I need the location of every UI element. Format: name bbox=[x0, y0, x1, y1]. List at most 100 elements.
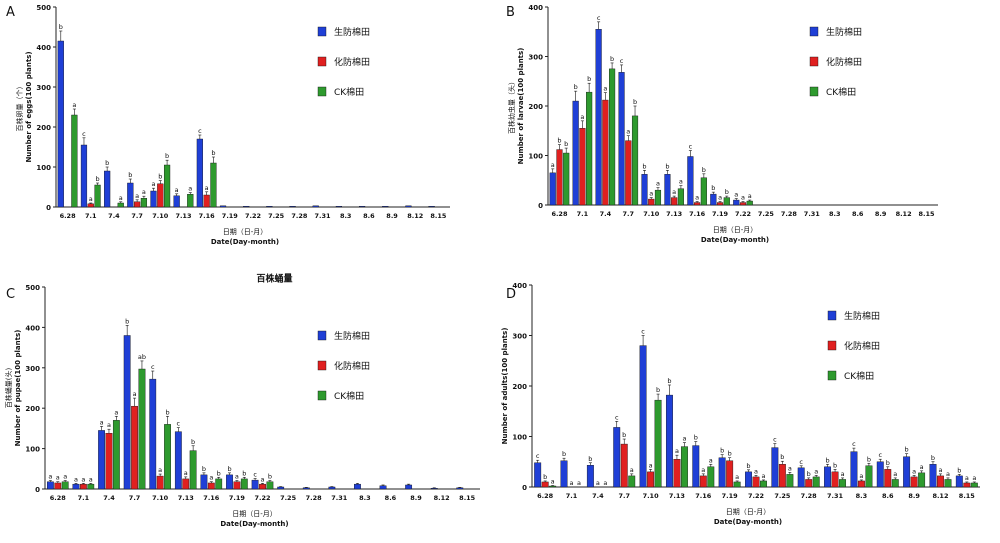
sig-letter-d: a bbox=[841, 470, 845, 478]
legend-swatch-d-2 bbox=[827, 370, 837, 381]
bar-d-s0-9 bbox=[771, 447, 779, 488]
x-axis-label-cn-b: 日期（日-月） bbox=[713, 226, 758, 234]
x-tick-label-d: 7.4 bbox=[592, 492, 604, 500]
sig-letter-c: b bbox=[217, 469, 221, 477]
x-tick-label-b: 8.6 bbox=[852, 210, 864, 218]
x-tick-label-b: 7.28 bbox=[781, 210, 798, 218]
sig-letter-d: b bbox=[867, 455, 871, 463]
chart-a: A 0 100 200 300 400 500 百株卵量（个） Number of eggs(1… bbox=[6, 4, 450, 246]
bar-d-s0-6 bbox=[692, 445, 700, 488]
x-tick-label-b: 8.15 bbox=[919, 210, 936, 218]
sig-letter-a: b bbox=[59, 23, 63, 31]
x-tick-label-d: 7.7 bbox=[618, 492, 630, 500]
sig-letter-c: b bbox=[165, 408, 169, 416]
bar-c-s0-15 bbox=[430, 487, 438, 490]
chart-b: B 0 100 200 300 400 百株幼虫量（头） Number of larvae(1… bbox=[506, 4, 938, 244]
bar-c-s2-7 bbox=[240, 478, 248, 490]
bar-a-s2-3 bbox=[140, 197, 148, 208]
x-tick-label-c: 7.7 bbox=[129, 494, 141, 502]
sig-letter-a: a bbox=[72, 101, 76, 109]
sig-letter-b: a bbox=[551, 161, 555, 169]
bar-d-s2-13 bbox=[891, 479, 899, 488]
x-tick-label-c: 8.12 bbox=[434, 494, 450, 502]
x-axis-label-cn-a: 日期（日-月） bbox=[223, 228, 268, 236]
sig-letter-b: a bbox=[734, 191, 738, 199]
bar-d-s0-0 bbox=[534, 462, 542, 488]
bar-d-s0-4 bbox=[639, 345, 647, 488]
bar-d-s0-12 bbox=[850, 451, 858, 488]
y-tick-label-c: 200 bbox=[25, 405, 40, 413]
panel-letter-d: D bbox=[506, 287, 516, 302]
bar-d-s1-4 bbox=[647, 471, 655, 488]
bar-b-s1-2 bbox=[602, 99, 609, 206]
sig-letter-d: c bbox=[536, 452, 540, 460]
y-tick-label-a: 0 bbox=[46, 204, 51, 212]
y-tick-label-a: 400 bbox=[36, 44, 51, 52]
x-tick-label-d: 7.10 bbox=[643, 492, 660, 500]
legend-swatch-b-2 bbox=[809, 86, 819, 97]
x-axis-label-en-c: Date(Day-month) bbox=[220, 520, 288, 528]
sig-letter-d: a bbox=[788, 464, 792, 472]
sig-letter-c: a bbox=[133, 390, 137, 398]
sig-letter-b: b bbox=[574, 83, 578, 91]
bar-b-s1-3 bbox=[625, 140, 632, 206]
sig-letter-c: a bbox=[81, 475, 85, 483]
bar-c-s0-10 bbox=[302, 487, 310, 490]
bar-b-s0-3 bbox=[618, 72, 625, 206]
sig-letter-c: a bbox=[74, 475, 78, 483]
sig-letter-c: b bbox=[125, 317, 129, 325]
y-axis-label-cn-c: 百株蛹量(头) bbox=[4, 368, 13, 409]
bar-a-s0-7 bbox=[219, 205, 227, 208]
bar-d-s2-3 bbox=[628, 475, 636, 488]
x-tick-label-c: 7.13 bbox=[178, 494, 194, 502]
y-tick-label-d: 0 bbox=[522, 484, 527, 492]
sig-letter-d: a bbox=[709, 456, 713, 464]
sig-letter-d: a bbox=[570, 479, 574, 487]
x-tick-label-a: 7.7 bbox=[131, 212, 143, 220]
sig-letter-d: c bbox=[773, 436, 777, 444]
y-axis-label-cn-a: 百株卵量（个） bbox=[15, 83, 24, 132]
bar-b-s2-3 bbox=[631, 115, 639, 206]
legend-label-d-0: 生防棉田 bbox=[844, 310, 880, 322]
y-tick-label-a: 100 bbox=[36, 164, 51, 172]
bar-d-s1-16 bbox=[963, 482, 971, 488]
bar-d-s0-1 bbox=[560, 460, 568, 488]
sig-letter-d: a bbox=[675, 447, 679, 455]
x-tick-label-a: 7.13 bbox=[175, 212, 191, 220]
sig-letter-a: c bbox=[198, 127, 202, 135]
bar-b-s1-8 bbox=[739, 202, 747, 206]
bar-b-s1-7 bbox=[716, 202, 724, 206]
x-tick-label-b: 7.4 bbox=[600, 210, 612, 218]
sig-letter-d: b bbox=[905, 446, 909, 454]
sig-letter-a: a bbox=[89, 195, 93, 203]
bar-d-s2-8 bbox=[760, 480, 767, 488]
bar-c-s0-9 bbox=[277, 486, 285, 490]
sig-letter-b: a bbox=[741, 194, 745, 202]
x-tick-label-d: 8.12 bbox=[932, 492, 948, 500]
sig-letter-d: a bbox=[965, 474, 969, 482]
bar-a-s2-6 bbox=[210, 162, 217, 208]
bar-d-s2-6 bbox=[707, 466, 715, 488]
bar-c-s0-5 bbox=[174, 431, 182, 490]
bar-a-s0-11 bbox=[312, 205, 319, 208]
legend-label-b-0: 生防棉田 bbox=[826, 26, 862, 38]
x-tick-label-c: 7.1 bbox=[78, 494, 90, 502]
chart-d: D0100200300400百株成虫量（头）Number of adults(1… bbox=[491, 282, 980, 526]
bar-b-s2-6 bbox=[700, 177, 707, 206]
bar-b-s0-4 bbox=[641, 174, 648, 206]
x-tick-label-c: 8.3 bbox=[359, 494, 371, 502]
bar-c-s1-5 bbox=[182, 478, 190, 490]
sig-letter-b: a bbox=[580, 113, 584, 121]
chart-c: C 百株蛹量 0 100 200 300 400 500 百株蛹量(头) Number of pu… bbox=[4, 273, 480, 528]
sig-letter-b: b bbox=[633, 98, 637, 106]
sig-letter-d: b bbox=[588, 455, 592, 463]
legend-swatch-a-0 bbox=[317, 26, 327, 37]
bar-a-s0-4 bbox=[150, 190, 157, 208]
bar-a-s1-4 bbox=[157, 183, 164, 208]
sig-letter-b: a bbox=[672, 188, 676, 196]
bar-a-s0-0 bbox=[57, 40, 64, 208]
y-axis-label-en-b: Number of larvae(100 plants) bbox=[517, 48, 525, 165]
y-tick-label-b: 400 bbox=[528, 4, 543, 12]
x-tick-label-a: 7.22 bbox=[245, 212, 261, 220]
sig-letter-c: b bbox=[268, 473, 272, 481]
